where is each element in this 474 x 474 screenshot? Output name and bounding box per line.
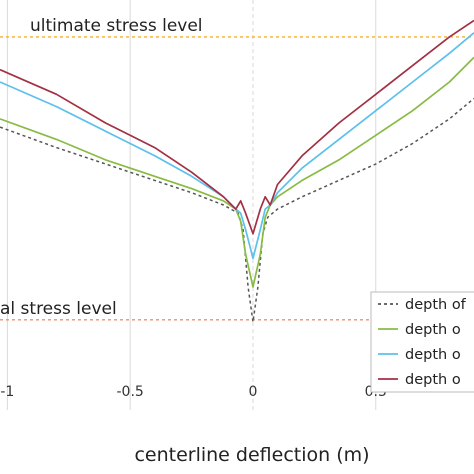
- legend-label-3: depth o: [405, 372, 461, 388]
- reference-lines: [0, 36, 474, 321]
- initial-stress-level-label: al stress level: [0, 299, 117, 319]
- series-line-2: [0, 32, 474, 260]
- legend-label-2: depth o: [405, 347, 461, 363]
- legend-label-1: depth o: [405, 322, 461, 338]
- series-line-1: [0, 56, 474, 288]
- series-line-0: [0, 97, 474, 323]
- legend-box: [370, 291, 474, 393]
- x-tick-label-0: -1: [0, 384, 14, 400]
- series-line-3: [0, 19, 474, 235]
- ultimate-stress-level-label: ultimate stress level: [30, 16, 203, 36]
- x-axis-label: centerline deflection (m): [134, 444, 369, 466]
- series-lines: [0, 19, 474, 323]
- x-tick-label-2: 0: [249, 384, 258, 400]
- x-tick-label-1: -0.5: [117, 384, 144, 400]
- legend-label-0: depth of: [405, 297, 467, 313]
- legend: depth of depth o depth o depth o: [370, 291, 474, 393]
